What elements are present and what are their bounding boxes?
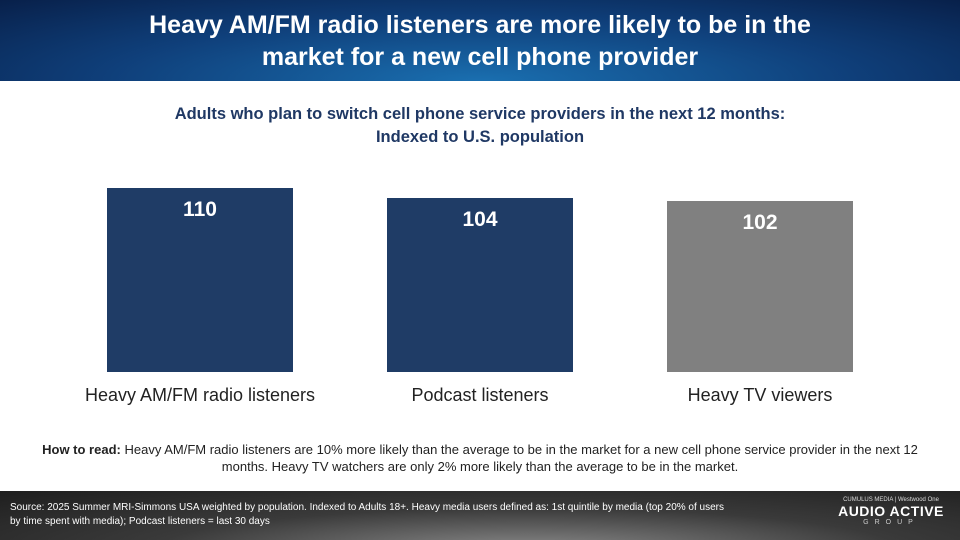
source-note: Source: 2025 Summer MRI-Simmons USA weig… xyxy=(10,502,724,527)
logo-sub: GROUP xyxy=(863,519,919,526)
data-label: 102 xyxy=(742,211,778,235)
subtitle-line-1: Adults who plan to switch cell phone ser… xyxy=(174,105,786,123)
bar xyxy=(387,198,573,372)
slide-header: Heavy AM/FM radio listeners are more lik… xyxy=(0,0,960,81)
bar-chart: 110 Heavy AM/FM radio listeners 104 Podcast… xyxy=(0,150,960,420)
subtitle-line-2: Indexed to U.S. population xyxy=(375,128,585,146)
how-to-read-text: Heavy AM/FM radio listeners are 10% more… xyxy=(120,442,918,474)
logo-top: CUMULUS MEDIA | Westwood One xyxy=(843,497,939,503)
data-label: 104 xyxy=(462,208,498,232)
title-line-1: Heavy AM/FM radio listeners are more lik… xyxy=(149,11,811,39)
how-to-read: How to read: Heavy AM/FM radio listeners… xyxy=(30,441,930,475)
bar xyxy=(107,188,293,372)
category-label: Podcast listeners xyxy=(411,385,549,405)
bar xyxy=(667,201,853,372)
logo-main: AUDIO ACTIVE xyxy=(838,503,944,519)
data-label: 110 xyxy=(183,198,217,221)
audio-active-group-logo: CUMULUS MEDIA | Westwood One AUDIO ACTIV… xyxy=(836,497,946,526)
category-label: Heavy TV viewers xyxy=(687,385,833,405)
footer: Source: 2025 Summer MRI-Simmons USA weig… xyxy=(0,491,960,540)
how-to-read-label: How to read: xyxy=(42,442,121,457)
title-line-2: market for a new cell phone provider xyxy=(261,43,699,71)
chart-subtitle: Adults who plan to switch cell phone ser… xyxy=(0,103,960,149)
category-label: Heavy AM/FM radio listeners xyxy=(84,385,316,405)
